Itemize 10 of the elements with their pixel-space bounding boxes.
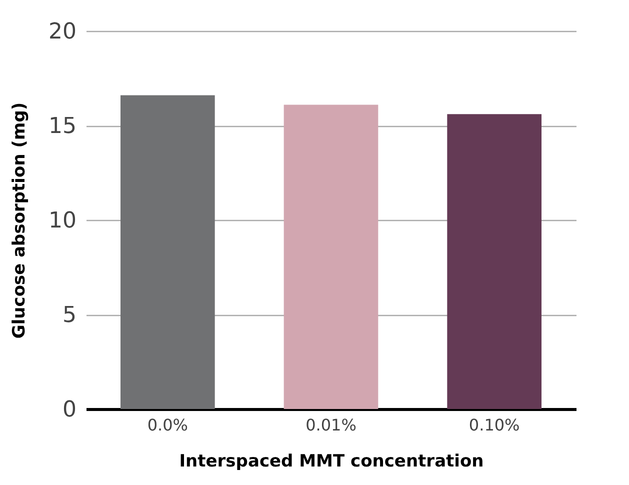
x-tick-label: 0.10%	[468, 416, 520, 434]
x-tick-label: 0.01%	[306, 416, 356, 434]
x-tick-label: 0.0%	[147, 416, 188, 434]
x-axis-title: Interspaced MMT concentration	[179, 452, 484, 472]
y-tick-label: 5	[62, 303, 76, 328]
y-axis-title: Glucose absorption (mg)	[10, 102, 30, 339]
y-tick-label: 0	[62, 398, 76, 422]
y-tick-label: 10	[48, 208, 76, 234]
y-tick-label: 15	[48, 114, 76, 139]
y-tick-label: 20	[48, 20, 76, 44]
